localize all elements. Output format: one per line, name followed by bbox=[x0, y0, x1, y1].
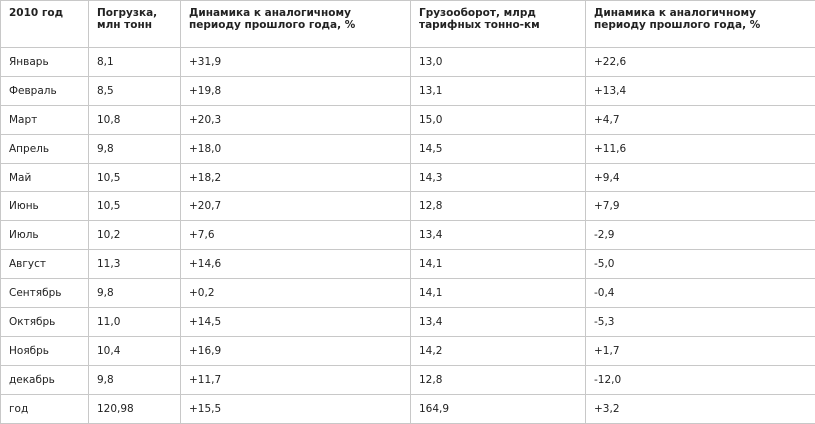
row-label: Февраль bbox=[1, 76, 89, 105]
row-label: декабрь bbox=[1, 365, 89, 394]
header-cell: Погрузка, млн тонн bbox=[89, 1, 181, 48]
table-cell: 14,1 bbox=[411, 250, 586, 279]
table-cell: +11,6 bbox=[586, 134, 815, 163]
table-cell: 10,5 bbox=[89, 192, 181, 221]
table-cell: 10,4 bbox=[89, 336, 181, 365]
row-label: Март bbox=[1, 105, 89, 134]
row-label: Июнь bbox=[1, 192, 89, 221]
table-cell: +7,6 bbox=[181, 221, 411, 250]
table-cell: 12,8 bbox=[411, 365, 586, 394]
table-cell: 120,98 bbox=[89, 394, 181, 423]
table-cell: +4,7 bbox=[586, 105, 815, 134]
table-cell: +13,4 bbox=[586, 76, 815, 105]
table-cell: 12,8 bbox=[411, 192, 586, 221]
row-label: Май bbox=[1, 163, 89, 192]
table-cell: 9,8 bbox=[89, 134, 181, 163]
table-cell: 14,2 bbox=[411, 336, 586, 365]
table-cell: 13,1 bbox=[411, 76, 586, 105]
table-cell: -2,9 bbox=[586, 221, 815, 250]
row-label: Январь bbox=[1, 48, 89, 77]
row-label: Июль bbox=[1, 221, 89, 250]
table-cell: 10,8 bbox=[89, 105, 181, 134]
table-cell: 10,5 bbox=[89, 163, 181, 192]
table-cell: +22,6 bbox=[586, 48, 815, 77]
table-cell: -5,3 bbox=[586, 308, 815, 337]
table-cell: +14,6 bbox=[181, 250, 411, 279]
row-label: Апрель bbox=[1, 134, 89, 163]
table-cell: +3,2 bbox=[586, 394, 815, 423]
table-cell: +31,9 bbox=[181, 48, 411, 77]
table-cell: +14,5 bbox=[181, 308, 411, 337]
row-label: год bbox=[1, 394, 89, 423]
table-cell: 11,0 bbox=[89, 308, 181, 337]
table-cell: 11,3 bbox=[89, 250, 181, 279]
table-cell: +15,5 bbox=[181, 394, 411, 423]
table-cell: 14,1 bbox=[411, 279, 586, 308]
table-cell: 15,0 bbox=[411, 105, 586, 134]
table-cell: 14,3 bbox=[411, 163, 586, 192]
table-cell: +16,9 bbox=[181, 336, 411, 365]
table-cell: 9,8 bbox=[89, 365, 181, 394]
table-cell: +18,0 bbox=[181, 134, 411, 163]
table-cell: -12,0 bbox=[586, 365, 815, 394]
header-cell: Грузооборот, млрд тарифных тонно-км bbox=[411, 1, 586, 48]
table-cell: 8,5 bbox=[89, 76, 181, 105]
table-cell: 10,2 bbox=[89, 221, 181, 250]
row-label: Ноябрь bbox=[1, 336, 89, 365]
table-cell: 9,8 bbox=[89, 279, 181, 308]
table-cell: +20,7 bbox=[181, 192, 411, 221]
table-cell: 164,9 bbox=[411, 394, 586, 423]
table-cell: +9,4 bbox=[586, 163, 815, 192]
header-cell: Динамика к аналогичному периоду прошлого… bbox=[586, 1, 815, 48]
table-cell: 13,4 bbox=[411, 308, 586, 337]
table-cell: +18,2 bbox=[181, 163, 411, 192]
table-cell: +11,7 bbox=[181, 365, 411, 394]
header-cell: Динамика к аналогичному периоду прошлого… bbox=[181, 1, 411, 48]
table-cell: 8,1 bbox=[89, 48, 181, 77]
header-cell: 2010 год bbox=[1, 1, 89, 48]
table-cell: -5,0 bbox=[586, 250, 815, 279]
row-label: Сентябрь bbox=[1, 279, 89, 308]
table-cell: 14,5 bbox=[411, 134, 586, 163]
row-label: Август bbox=[1, 250, 89, 279]
table-cell: +1,7 bbox=[586, 336, 815, 365]
table-cell: +0,2 bbox=[181, 279, 411, 308]
table-cell: 13,0 bbox=[411, 48, 586, 77]
row-label: Октябрь bbox=[1, 308, 89, 337]
table-cell: +19,8 bbox=[181, 76, 411, 105]
table-cell: 13,4 bbox=[411, 221, 586, 250]
table-cell: +20,3 bbox=[181, 105, 411, 134]
table-cell: -0,4 bbox=[586, 279, 815, 308]
table-cell: +7,9 bbox=[586, 192, 815, 221]
